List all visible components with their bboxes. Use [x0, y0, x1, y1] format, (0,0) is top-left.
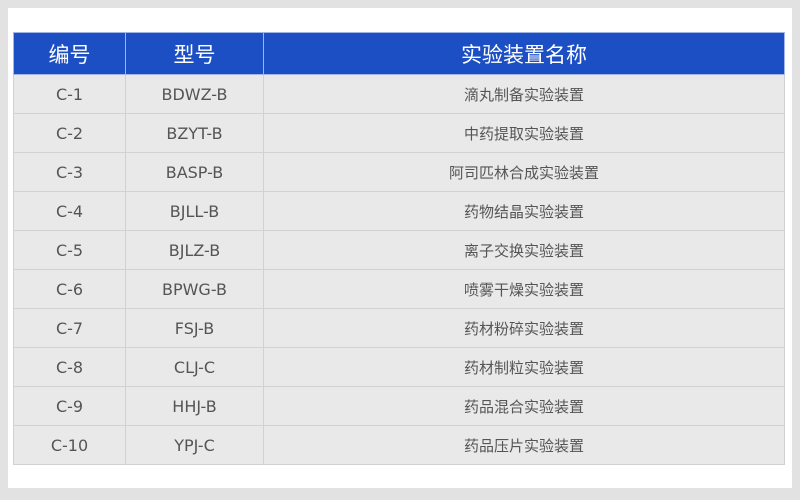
table-row: C-8 CLJ-C 药材制粒实验装置: [13, 347, 785, 387]
cell-number: C-6: [13, 269, 126, 309]
table-row: C-9 HHJ-B 药品混合实验装置: [13, 386, 785, 426]
equipment-table: 编号 型号 实验装置名称 C-1 BDWZ-B 滴丸制备实验装置 C-2 BZYT-B 中…: [13, 32, 785, 465]
cell-number: C-4: [13, 191, 126, 231]
content-frame: 编号 型号 实验装置名称 C-1 BDWZ-B 滴丸制备实验装置 C-2 BZYT-B 中…: [8, 8, 792, 488]
cell-model: CLJ-C: [125, 347, 264, 387]
cell-model: YPJ-C: [125, 425, 264, 465]
cell-number: C-1: [13, 74, 126, 114]
cell-model: BZYT-B: [125, 113, 264, 153]
header-model: 型号: [125, 32, 264, 75]
table-row: C-1 BDWZ-B 滴丸制备实验装置: [13, 74, 785, 114]
cell-model: BJLZ-B: [125, 230, 264, 270]
cell-number: C-2: [13, 113, 126, 153]
cell-number: C-7: [13, 308, 126, 348]
cell-device-name: 药材制粒实验装置: [263, 347, 785, 387]
table-row: C-3 BASP-B 阿司匹林合成实验装置: [13, 152, 785, 192]
table-header-row: 编号 型号 实验装置名称: [13, 32, 785, 75]
table-row: C-7 FSJ-B 药材粉碎实验装置: [13, 308, 785, 348]
cell-number: C-10: [13, 425, 126, 465]
cell-device-name: 中药提取实验装置: [263, 113, 785, 153]
cell-device-name: 喷雾干燥实验装置: [263, 269, 785, 309]
cell-model: BDWZ-B: [125, 74, 264, 114]
cell-number: C-3: [13, 152, 126, 192]
cell-model: HHJ-B: [125, 386, 264, 426]
cell-device-name: 阿司匹林合成实验装置: [263, 152, 785, 192]
table-row: C-6 BPWG-B 喷雾干燥实验装置: [13, 269, 785, 309]
cell-device-name: 离子交换实验装置: [263, 230, 785, 270]
cell-model: BASP-B: [125, 152, 264, 192]
cell-device-name: 滴丸制备实验装置: [263, 74, 785, 114]
table-row: C-10 YPJ-C 药品压片实验装置: [13, 425, 785, 465]
cell-model: BPWG-B: [125, 269, 264, 309]
header-device-name: 实验装置名称: [263, 32, 785, 75]
table-row: C-2 BZYT-B 中药提取实验装置: [13, 113, 785, 153]
cell-device-name: 药品混合实验装置: [263, 386, 785, 426]
cell-device-name: 药材粉碎实验装置: [263, 308, 785, 348]
cell-number: C-9: [13, 386, 126, 426]
cell-device-name: 药物结晶实验装置: [263, 191, 785, 231]
table-row: C-4 BJLL-B 药物结晶实验装置: [13, 191, 785, 231]
header-number: 编号: [13, 32, 126, 75]
cell-model: BJLL-B: [125, 191, 264, 231]
cell-number: C-5: [13, 230, 126, 270]
cell-device-name: 药品压片实验装置: [263, 425, 785, 465]
cell-model: FSJ-B: [125, 308, 264, 348]
cell-number: C-8: [13, 347, 126, 387]
table-row: C-5 BJLZ-B 离子交换实验装置: [13, 230, 785, 270]
